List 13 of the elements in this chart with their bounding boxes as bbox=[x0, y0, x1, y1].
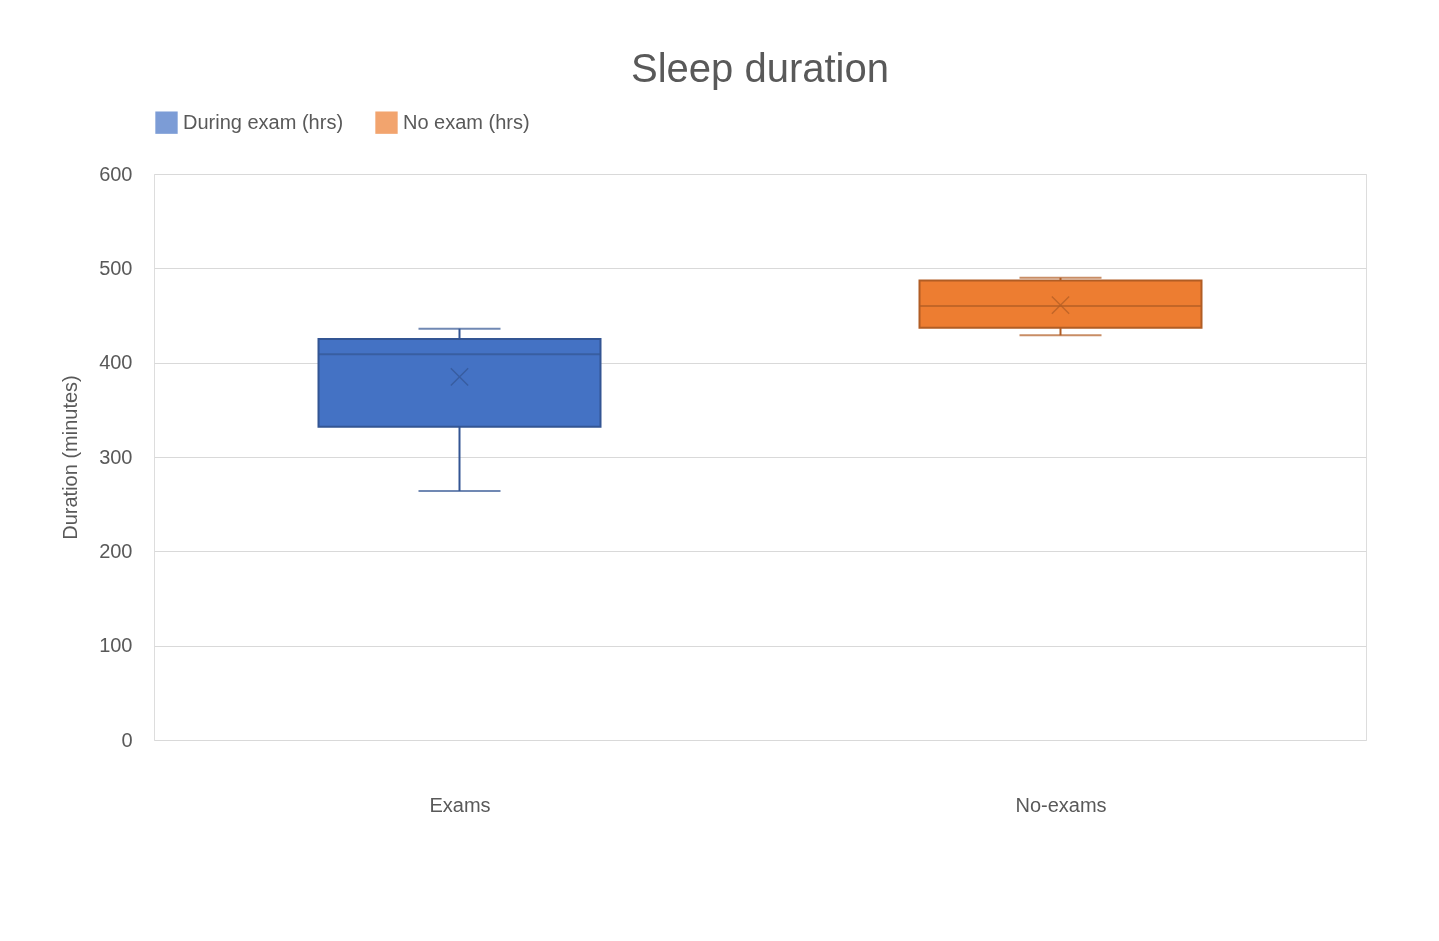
legend-label: During exam (hrs) bbox=[183, 110, 344, 133]
y-tick-label: 600 bbox=[99, 162, 133, 185]
x-tick-label: Exams bbox=[429, 793, 491, 816]
y-tick-label: 300 bbox=[99, 445, 133, 468]
legend-label: No exam (hrs) bbox=[403, 110, 530, 133]
x-tick-label: No-exams bbox=[1015, 793, 1107, 816]
chart-title: Sleep duration bbox=[631, 46, 889, 90]
y-tick-label: 0 bbox=[121, 728, 133, 751]
y-axis-title: Duration (minutes) bbox=[59, 375, 82, 540]
y-tick-label: 100 bbox=[99, 634, 133, 657]
y-tick-label: 200 bbox=[99, 539, 133, 562]
y-tick-label: 500 bbox=[99, 256, 133, 279]
y-tick-label: 400 bbox=[99, 351, 133, 374]
